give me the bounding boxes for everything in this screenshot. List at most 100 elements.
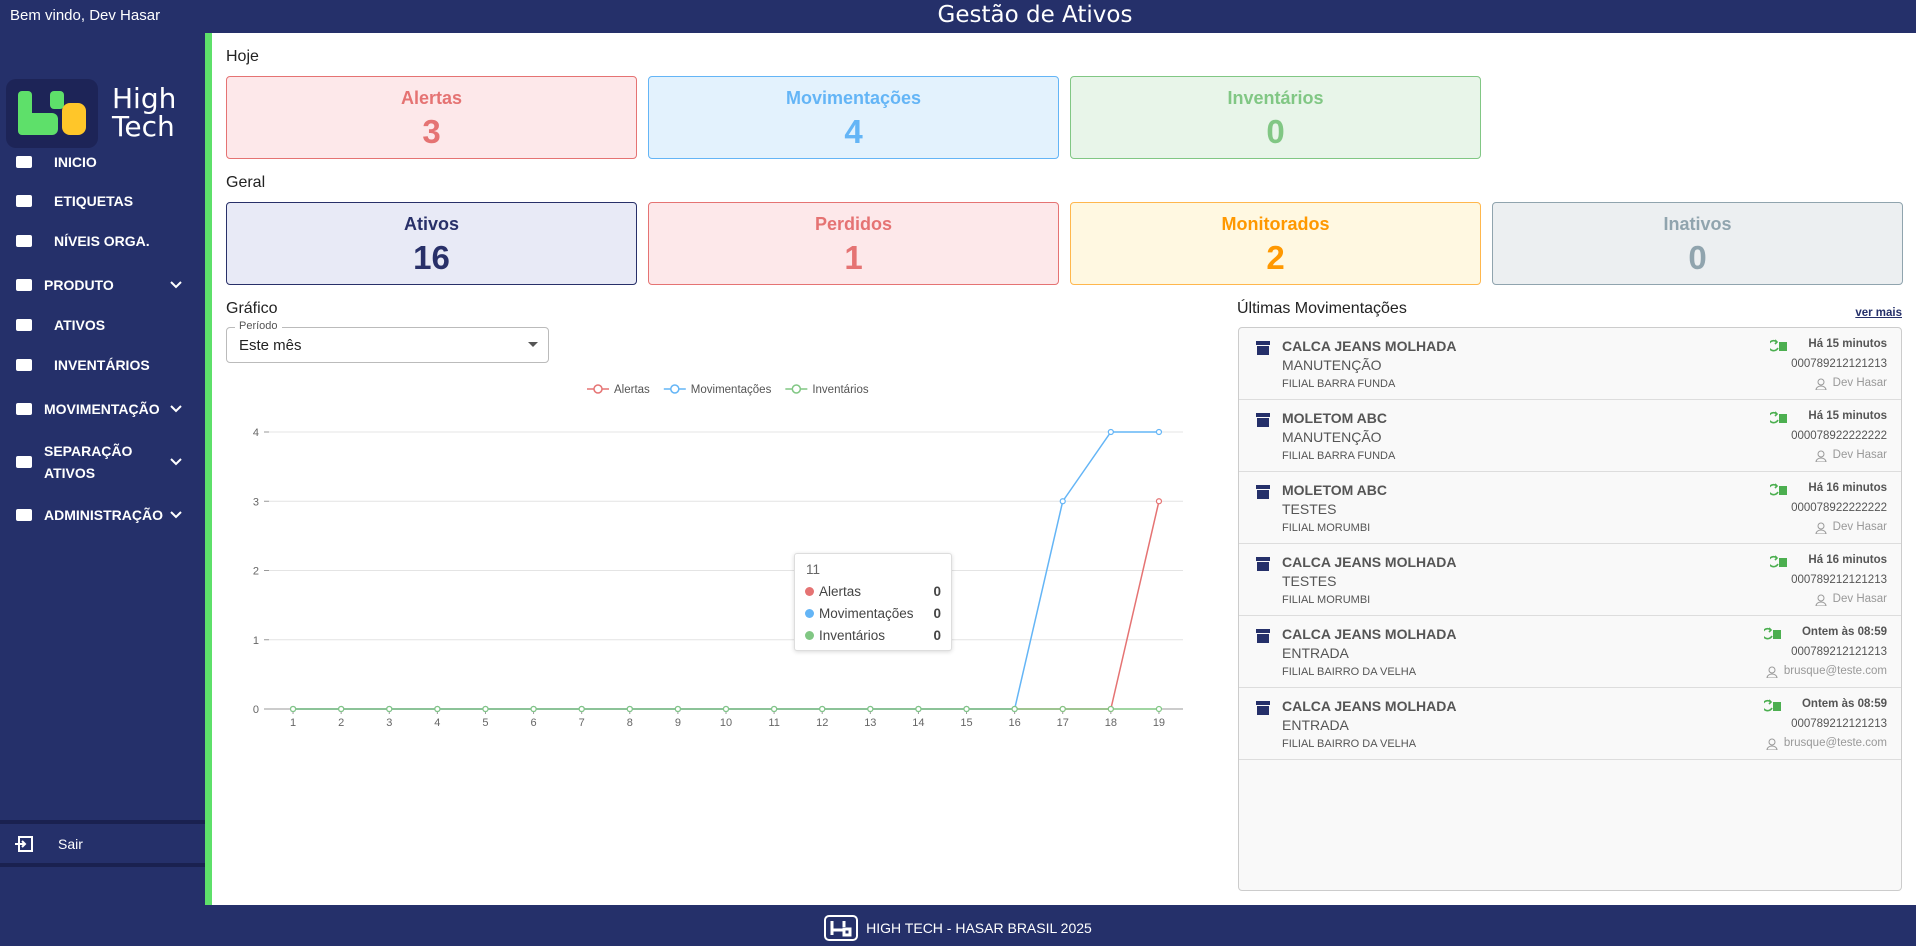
x-tick-label: 13 <box>864 717 876 729</box>
stat-card: Movimentações 4 <box>648 76 1059 159</box>
box-icon <box>1256 629 1270 643</box>
menu-item[interactable]: ETIQUETAS <box>0 190 205 212</box>
icon-shape <box>1764 699 1773 712</box>
today-cards: Alertas 3 Movimentações 4 Inventários 0 <box>226 76 1481 159</box>
data-point <box>1155 705 1163 713</box>
legend-item[interactable]: Movimentações <box>663 384 772 396</box>
card-label: Monitorados <box>1221 214 1330 234</box>
icon-shape <box>1779 342 1787 351</box>
logout-button[interactable]: Sair <box>0 826 205 862</box>
stat-card: Inventários 0 <box>1070 76 1481 159</box>
x-tick-label: 10 <box>720 717 732 729</box>
product-name: CALCA JEANS MOLHADA <box>1282 698 1457 714</box>
x-tick-label: 5 <box>482 717 488 729</box>
asset-code: 000789212121213 <box>1791 358 1887 370</box>
movement-time: Há 16 minutos <box>1808 554 1887 566</box>
menu-item[interactable]: NÍVEIS ORGA. <box>0 230 205 252</box>
divider <box>0 863 205 867</box>
movement-time: Há 15 minutos <box>1808 410 1887 422</box>
icon-shape <box>1257 418 1269 427</box>
icon-shape <box>16 509 32 521</box>
legend-marker <box>670 384 680 394</box>
logo-graphic <box>18 91 86 135</box>
menu-item[interactable]: INICIO <box>0 151 205 173</box>
product-name: MOLETOM ABC <box>1282 410 1387 426</box>
menu-item[interactable]: ADMINISTRAÇÃO <box>0 504 205 526</box>
card-label: Inativos <box>1663 214 1732 234</box>
chevron-shape <box>170 458 182 466</box>
header: Bem vindo, Dev Hasar Gestão de Ativos <box>0 0 1916 33</box>
asset-code: 000789212121213 <box>1791 718 1887 730</box>
icon-shape <box>1766 673 1778 678</box>
x-tick-label: 8 <box>627 717 633 729</box>
data-point <box>1107 428 1114 436</box>
icon-shape <box>1256 413 1270 417</box>
tooltip-row: Alertas 0 <box>805 584 941 599</box>
logo-text: High Tech <box>112 85 176 141</box>
icon-shape <box>1256 341 1270 345</box>
icon-shape <box>1773 630 1781 639</box>
menu-label: INVENTÁRIOS <box>54 357 150 373</box>
sidebar: High Tech INICIO ETIQUETAS NÍVEIS ORGA. PRO… <box>0 33 205 933</box>
legend-marker <box>593 384 603 394</box>
icon-shape <box>1770 555 1779 568</box>
y-tick-label: 0 <box>253 704 259 716</box>
expand-chevron <box>170 405 182 413</box>
x-tick-label: 16 <box>1009 717 1021 729</box>
page-title: Gestão de Ativos <box>937 2 1133 28</box>
tooltip-label: Movimentações <box>819 606 914 621</box>
tooltip-row: Movimentações 0 <box>805 606 941 621</box>
x-tick-label: 7 <box>579 717 585 729</box>
menu-icon <box>16 509 32 521</box>
icon-shape <box>1815 601 1827 606</box>
movement-user: brusque@teste.com <box>1783 665 1887 677</box>
user-icon <box>1815 594 1827 606</box>
logo-icon <box>6 79 98 148</box>
y-tick-label: 3 <box>253 496 259 508</box>
movement-user: Dev Hasar <box>1832 377 1887 389</box>
menu-item[interactable]: SEPARAÇÃO ATIVOS <box>0 440 205 484</box>
menu-item[interactable]: INVENTÁRIOS <box>0 354 205 376</box>
tooltip-value: 0 <box>933 606 941 621</box>
movement-type: TESTES <box>1282 573 1337 589</box>
x-tick-label: 2 <box>338 717 344 729</box>
movement-type: MANUTENÇÃO <box>1282 429 1382 445</box>
movement-user: Dev Hasar <box>1832 449 1887 461</box>
box-icon <box>1256 413 1270 427</box>
menu-item[interactable]: PRODUTO <box>0 274 205 296</box>
data-point <box>722 705 730 713</box>
icon-shape <box>16 456 32 468</box>
card-value: 2 <box>1266 239 1285 276</box>
card-value: 1 <box>844 239 863 276</box>
stat-card: Inativos 0 <box>1492 202 1903 285</box>
menu-label: ADMINISTRAÇÃO <box>44 507 163 523</box>
product-name: CALCA JEANS MOLHADA <box>1282 554 1457 570</box>
icon-shape <box>16 195 32 207</box>
legend-item[interactable]: Inventários <box>785 384 869 396</box>
tooltip-title: 11 <box>806 562 821 577</box>
x-tick-label: 15 <box>960 717 972 729</box>
x-tick-label: 18 <box>1105 717 1117 729</box>
expand-chevron <box>170 511 182 519</box>
menu-label: SEPARAÇÃO ATIVOS <box>44 443 133 481</box>
menu-item[interactable]: ATIVOS <box>0 314 205 336</box>
data-point <box>963 705 970 713</box>
movement-item: MOLETOM ABC TESTES FILIAL MORUMBI Há 16 min… <box>1239 472 1901 544</box>
card-label: Perdidos <box>814 214 893 234</box>
period-select[interactable]: Período Este mês <box>226 320 549 363</box>
data-point <box>626 705 633 713</box>
icon-shape <box>1768 738 1776 746</box>
see-more-link[interactable]: ver mais <box>1855 307 1902 319</box>
section-label: Geral <box>226 174 266 191</box>
menu-item[interactable]: MOVIMENTAÇÃO <box>0 398 205 420</box>
data-point <box>1155 428 1163 436</box>
icon-shape <box>16 235 32 247</box>
box-icon <box>1256 485 1270 499</box>
movement-icon <box>1764 627 1781 640</box>
movement-item: CALCA JEANS MOLHADA TESTES FILIAL MORUMBI H… <box>1239 544 1901 616</box>
card-label: Inventários <box>1227 88 1324 108</box>
x-tick-label: 4 <box>434 717 440 729</box>
movement-type: MANUTENÇÃO <box>1282 357 1382 373</box>
legend-item[interactable]: Alertas <box>587 384 650 396</box>
movement-icon <box>1770 411 1787 424</box>
